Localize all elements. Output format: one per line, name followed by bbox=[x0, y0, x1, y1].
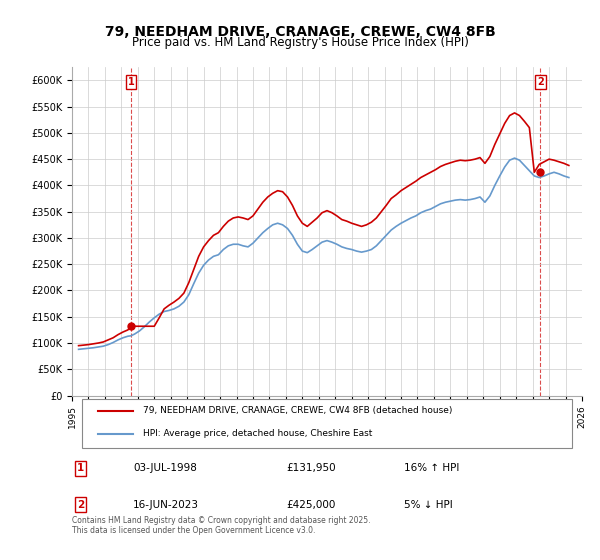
Text: 79, NEEDHAM DRIVE, CRANAGE, CREWE, CW4 8FB (detached house): 79, NEEDHAM DRIVE, CRANAGE, CREWE, CW4 8… bbox=[143, 407, 453, 416]
Text: Price paid vs. HM Land Registry's House Price Index (HPI): Price paid vs. HM Land Registry's House … bbox=[131, 36, 469, 49]
Text: 1: 1 bbox=[77, 464, 85, 473]
Text: 5% ↓ HPI: 5% ↓ HPI bbox=[404, 500, 452, 510]
Text: HPI: Average price, detached house, Cheshire East: HPI: Average price, detached house, Ches… bbox=[143, 430, 373, 438]
Text: 16-JUN-2023: 16-JUN-2023 bbox=[133, 500, 199, 510]
FancyBboxPatch shape bbox=[82, 399, 572, 447]
Text: 1: 1 bbox=[128, 77, 134, 87]
Text: 03-JUL-1998: 03-JUL-1998 bbox=[133, 464, 197, 473]
Text: £425,000: £425,000 bbox=[286, 500, 335, 510]
Text: Contains HM Land Registry data © Crown copyright and database right 2025.
This d: Contains HM Land Registry data © Crown c… bbox=[72, 516, 371, 535]
Text: 16% ↑ HPI: 16% ↑ HPI bbox=[404, 464, 459, 473]
Text: £131,950: £131,950 bbox=[286, 464, 336, 473]
Text: 2: 2 bbox=[537, 77, 544, 87]
Text: 79, NEEDHAM DRIVE, CRANAGE, CREWE, CW4 8FB: 79, NEEDHAM DRIVE, CRANAGE, CREWE, CW4 8… bbox=[104, 25, 496, 39]
Text: 2: 2 bbox=[77, 500, 85, 510]
